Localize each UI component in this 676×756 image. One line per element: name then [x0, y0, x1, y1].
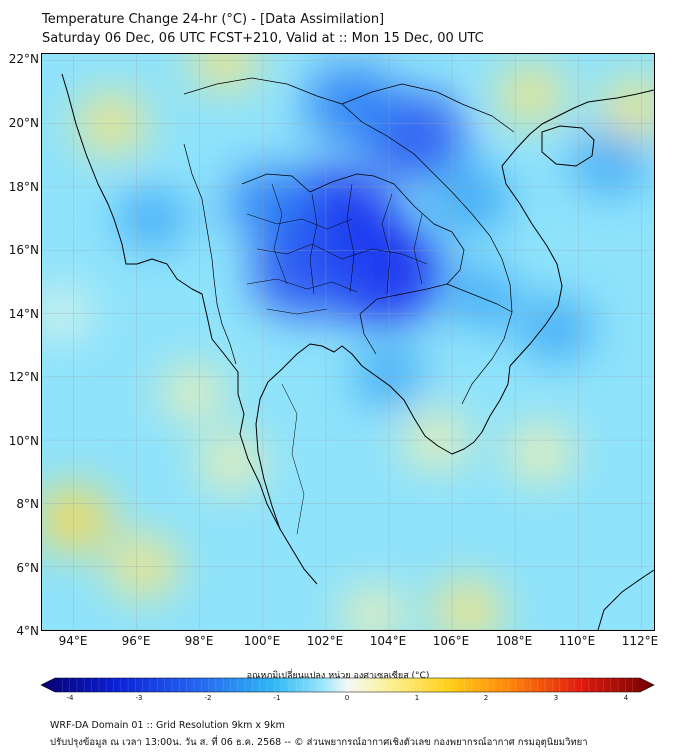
lat-label: 4°N [16, 624, 39, 638]
coastlines [61, 73, 654, 630]
coastline-borneo [597, 569, 654, 630]
boundary-thailand-cambodia [359, 283, 448, 355]
footer-credit: ปรับปรุงข้อมูล ณ เวลา 13:00น. วัน ส. ที่… [50, 737, 588, 748]
colorbar-tick: 0 [344, 694, 350, 702]
warming-anomaly [508, 425, 573, 481]
boundary-cambodia-vietnam [446, 283, 513, 405]
colorbar-tick: 4 [623, 694, 629, 702]
lon-label: 100°E [243, 634, 281, 648]
lon-label: 102°E [306, 634, 344, 648]
warming-anomaly [42, 486, 112, 553]
lon-label: 96°E [121, 634, 151, 648]
coastline-gulf-of-thailand [255, 343, 511, 530]
map-canvas [42, 54, 654, 630]
lon-label: 94°E [58, 634, 88, 648]
colorbar-tick: -2 [204, 694, 212, 702]
lon-label: 108°E [495, 634, 533, 648]
lat-label: 22°N [8, 52, 39, 66]
cooling-anomaly [519, 297, 593, 362]
cooling-anomaly [227, 166, 311, 239]
colorbar-tick: -4 [66, 694, 74, 702]
lat-label: 6°N [16, 561, 39, 575]
lat-label: 20°N [8, 116, 39, 130]
warming-anomaly [343, 588, 404, 630]
cooling-anomaly [448, 267, 519, 329]
coastline-bay-of-bengal [61, 73, 318, 585]
lat-label: 12°N [8, 370, 39, 384]
warming-anomaly [497, 66, 565, 125]
lon-label: 98°E [184, 634, 214, 648]
lat-label: 10°N [8, 434, 39, 448]
colorbar-tick: 2 [483, 694, 489, 702]
boundary-china-south [183, 77, 515, 133]
lon-label: 106°E [432, 634, 470, 648]
colorbar-title: อุณหภูมิเปลี่ยนแปลง หน่วย องศาเซลเซียส (… [246, 671, 430, 681]
temperature-change-map [41, 53, 655, 631]
lon-label: 112°E [621, 634, 659, 648]
colorbar-tick: -3 [135, 694, 143, 702]
map-title: Temperature Change 24-hr (°C) - [Data As… [42, 12, 385, 27]
cooling-anomaly [251, 226, 357, 319]
warming-anomaly [199, 434, 263, 490]
lat-label: 18°N [8, 180, 39, 194]
coastline-hainan [541, 125, 595, 167]
warming-anomaly [432, 580, 503, 630]
colorbar-tick: 1 [414, 694, 420, 702]
lon-label: 104°E [369, 634, 407, 648]
footer-model-info: WRF-DA Domain 01 :: Grid Resolution 9km … [50, 720, 285, 731]
lon-label: 110°E [558, 634, 596, 648]
colorbar-tick: -1 [273, 694, 281, 702]
map-subtitle: Saturday 06 Dec, 06 UTC FCST+210, Valid … [42, 31, 484, 46]
colorbar [40, 677, 655, 693]
admin-boundaries [183, 77, 515, 535]
provincial-lines [246, 183, 428, 535]
boundary-myanmar-thailand [183, 143, 237, 365]
warming-anomaly [163, 366, 224, 419]
graticule [42, 54, 654, 630]
lat-label: 8°N [16, 497, 39, 511]
lat-label: 14°N [8, 307, 39, 321]
boundary-laos-vietnam [341, 103, 513, 313]
boundary-thailand-laos [241, 173, 465, 285]
warming-anomaly [191, 54, 259, 90]
cooling-anomaly [117, 188, 188, 250]
cooling-anomaly [320, 218, 446, 327]
cooling-anomaly [431, 165, 511, 235]
colorbar-tick: 3 [553, 694, 559, 702]
lat-label: 16°N [8, 243, 39, 257]
cooling-anomaly [305, 64, 398, 145]
cooling-anomaly [571, 128, 648, 195]
coastline-south-china-sea [501, 89, 654, 367]
